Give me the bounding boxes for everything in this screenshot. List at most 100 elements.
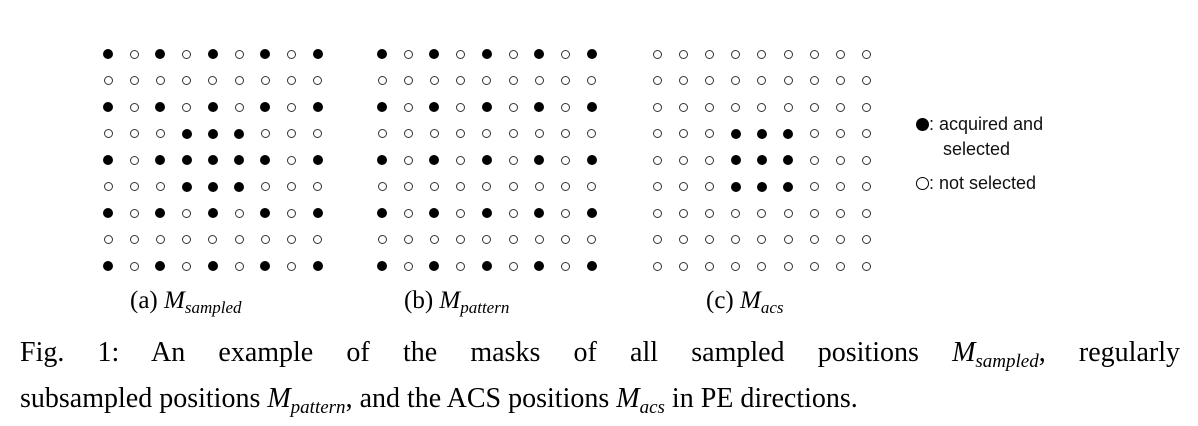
acquired-dot — [207, 102, 218, 112]
unselected-dot — [704, 182, 714, 191]
unselected-dot — [234, 76, 244, 85]
caption-math-acs: Macs — [616, 383, 665, 418]
unselected-dot — [704, 155, 714, 165]
unselected-dot — [862, 182, 872, 191]
legend-acquired-continuation: selected — [943, 139, 1011, 159]
subcaption-label: (c) — [706, 287, 734, 314]
subcaption-label: (a) — [130, 287, 158, 314]
unselected-dot — [313, 235, 323, 244]
unselected-dot — [809, 129, 819, 138]
legend-row-acquired: : acquired and — [916, 112, 1043, 137]
unselected-dot — [208, 76, 218, 85]
unselected-dot — [129, 155, 139, 165]
acquired-dot — [207, 155, 218, 165]
unselected-dot — [260, 182, 270, 191]
math-subscript: pattern — [460, 298, 510, 317]
unselected-dot — [835, 49, 845, 59]
unselected-dot — [103, 129, 113, 138]
unselected-dot — [508, 49, 518, 59]
acquired-dot — [756, 128, 767, 139]
unselected-dot — [155, 235, 165, 244]
unselected-dot — [482, 129, 492, 138]
acquired-dot — [260, 155, 271, 165]
unselected-dot — [429, 129, 439, 138]
unselected-dot — [560, 129, 570, 138]
unselected-dot — [403, 49, 413, 59]
unselected-dot — [403, 76, 413, 85]
unselected-dot — [534, 76, 544, 85]
unselected-dot — [704, 235, 714, 244]
unselected-dot — [313, 129, 323, 138]
unselected-dot — [129, 102, 139, 112]
unselected-dot — [757, 235, 767, 244]
unselected-dot — [456, 155, 466, 165]
acquired-dot — [312, 155, 323, 165]
unselected-dot — [862, 102, 872, 112]
unselected-dot — [678, 49, 688, 59]
unselected-dot — [862, 49, 872, 59]
legend: : acquired and selected : not selected — [916, 112, 1043, 196]
acquired-dot — [481, 155, 492, 165]
math-symbol: M — [616, 383, 640, 414]
unselected-dot — [403, 129, 413, 138]
unselected-dot — [508, 235, 518, 244]
unselected-dot — [652, 49, 662, 59]
figure-caption: Fig. 1: An example of the masks of all s… — [20, 334, 1180, 426]
acquired-dot — [377, 208, 387, 218]
unselected-dot — [704, 102, 714, 112]
unselected-dot — [508, 182, 518, 191]
acquired-dot — [155, 261, 166, 271]
unselected-dot — [862, 76, 872, 85]
acquired-dot — [534, 261, 545, 271]
acquired-dot — [586, 102, 597, 112]
unselected-dot — [129, 182, 139, 191]
unselected-dot — [129, 208, 139, 218]
unselected-dot — [862, 261, 872, 271]
unselected-dot — [403, 102, 413, 112]
unselected-dot — [456, 235, 466, 244]
unselected-dot — [508, 129, 518, 138]
acquired-dot — [207, 261, 218, 271]
unselected-dot — [234, 208, 244, 218]
unselected-dot — [129, 235, 139, 244]
mask-panel-sampled — [96, 38, 336, 283]
unselected-dot — [377, 182, 387, 191]
acquired-dot — [312, 261, 323, 271]
unselected-dot — [182, 261, 192, 271]
unselected-dot — [456, 102, 466, 112]
unselected-dot — [155, 129, 165, 138]
unselected-dot — [260, 235, 270, 244]
subcaption-math: Mpattern — [439, 287, 510, 317]
unselected-dot — [377, 76, 387, 85]
unselected-dot — [508, 102, 518, 112]
unselected-dot — [234, 102, 244, 112]
caption-line-2: subsampled positions Mpattern, and the A… — [20, 380, 1180, 426]
acquired-dot — [377, 102, 387, 112]
acquired-dot — [207, 208, 218, 218]
unselected-dot — [560, 208, 570, 218]
legend-not-selected-text: : not selected — [929, 173, 1037, 193]
unselected-dot — [704, 261, 714, 271]
unselected-dot — [456, 261, 466, 271]
unselected-dot — [652, 208, 662, 218]
unselected-dot — [809, 208, 819, 218]
acquired-dot — [586, 208, 597, 218]
legend-row-not-selected: : not selected — [916, 171, 1043, 196]
unselected-dot — [652, 182, 662, 191]
unselected-dot — [403, 261, 413, 271]
unselected-dot — [456, 49, 466, 59]
unselected-dot — [731, 49, 741, 59]
mask-panel-acs — [645, 38, 885, 283]
acquired-dot — [756, 181, 767, 192]
subcaption-b: (b) Mpattern — [404, 287, 509, 318]
unselected-dot — [783, 235, 793, 244]
unselected-dot — [508, 208, 518, 218]
unselected-dot — [560, 261, 570, 271]
caption-text: An example of the masks of all sampled p… — [119, 337, 953, 368]
unselected-dot — [652, 155, 662, 165]
unselected-dot — [429, 182, 439, 191]
unselected-dot — [809, 182, 819, 191]
unselected-dot — [587, 182, 597, 191]
unselected-dot — [678, 129, 688, 138]
math-symbol: M — [439, 287, 461, 314]
